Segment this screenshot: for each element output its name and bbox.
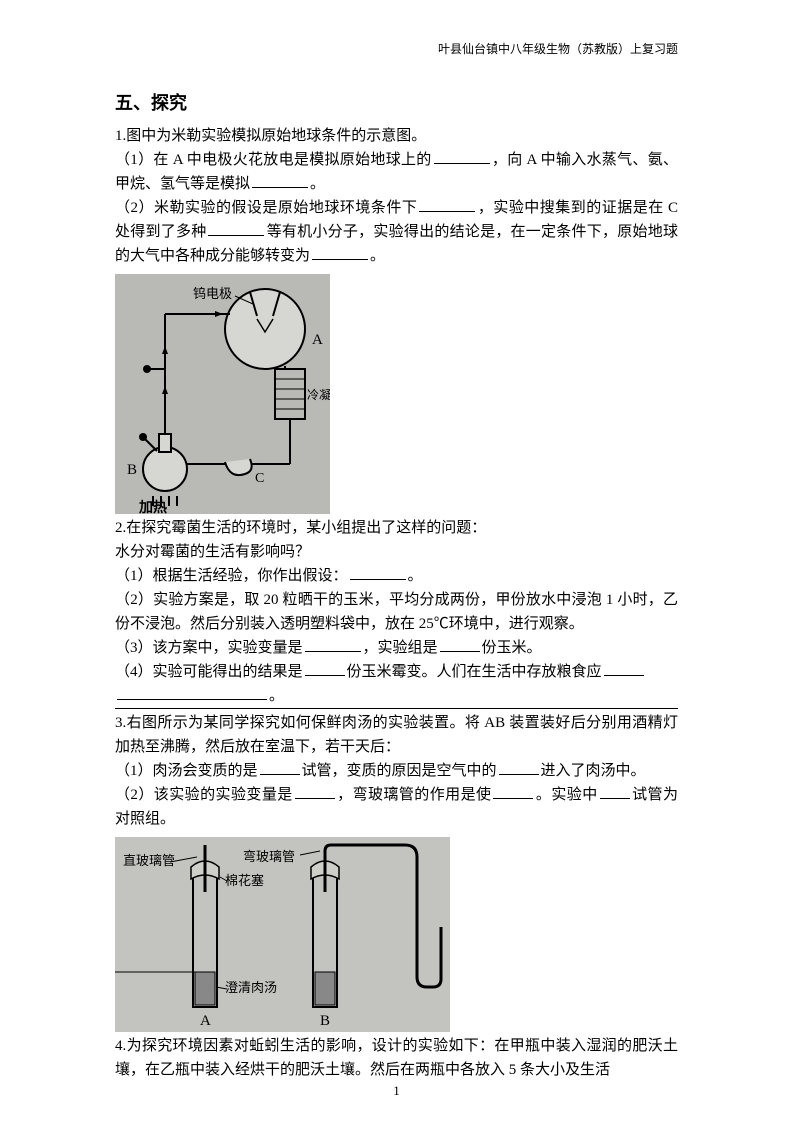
q1-part2: （2）米勒实验的假设是原始地球环境条件下，实验中搜集到的证据是在 C 处得到了多…: [115, 196, 678, 268]
q2-intro: 2.在探究霉菌生活的环境时，某小组提出了这样的问题：: [115, 516, 678, 540]
page-number: 1: [0, 1081, 793, 1102]
label-straight-tube: 直玻璃管: [123, 853, 175, 868]
blank: [604, 660, 644, 676]
label-A: A: [312, 332, 323, 348]
section-title: 五、探究: [115, 89, 678, 118]
blank: [208, 220, 264, 236]
q3-p1a: （1）肉汤会变质的是: [115, 763, 258, 779]
q3-p1b: 试管，变质的原因是空气中的: [302, 763, 497, 779]
label-tube-B: B: [320, 1013, 330, 1029]
q2-p4a: （4）实验可能得出的结果是: [115, 664, 303, 680]
q4-text: 4.为探究环境因素对蚯蚓生活的影响，设计的实验如下：在甲瓶中装入湿润的肥沃土壤，…: [115, 1034, 678, 1082]
q2-p4b: 份玉米霉变。人们在生活中存放粮食应: [347, 664, 602, 680]
q2-part1: （1）根据生活经验，你作出假设： 。: [115, 564, 678, 588]
q3-p1c: 进入了肉汤中。: [541, 763, 646, 779]
label-cotton: 棉花塞: [225, 873, 264, 888]
q1-intro: 1.图中为米勒实验模拟原始地球条件的示意图。: [115, 124, 678, 148]
blank: [305, 660, 345, 676]
label-C: C: [255, 471, 264, 486]
q3-part2: （2）该实验的实验变量是，弯玻璃管的作用是使。实验中试管为对照组。: [115, 783, 678, 831]
blank: [295, 783, 335, 799]
q2-question: 水分对霉菌的生活有影响吗？: [115, 540, 678, 564]
q1-p2a: （2）米勒实验的假设是原始地球环境条件下: [115, 200, 417, 216]
blank: [493, 783, 533, 799]
q2-p3a: （3）该方案中，实验变量是: [115, 640, 303, 656]
label-cooling: 冷凝: [307, 387, 330, 402]
q1-part1: （1）在 A 中电极火花放电是模拟原始地球上的，向 A 中输入水蒸气、氨、甲烷、…: [115, 148, 678, 196]
blank: [117, 684, 267, 700]
label-tube-A: A: [200, 1013, 211, 1029]
q2-p1b: 。: [408, 568, 423, 584]
blank: [419, 196, 475, 212]
q3-part1: （1）肉汤会变质的是 试管，变质的原因是空气中的 进入了肉汤中。: [115, 759, 678, 783]
q2-p1a: （1）根据生活经验，你作出假设：: [115, 568, 348, 584]
q2-p3c: 份玉米。: [482, 640, 542, 656]
blank: [350, 564, 406, 580]
blank: [499, 759, 539, 775]
page-header: 叶县仙台镇中八年级生物（苏教版）上复习题: [115, 40, 678, 59]
q1-p2d: 。: [370, 248, 385, 264]
q2-part4: （4）实验可能得出的结果是 份玉米霉变。人们在生活中存放粮食应: [115, 660, 678, 684]
q2-part4-cont: 。: [115, 684, 678, 708]
q1-p1a: （1）在 A 中电极火花放电是模拟原始地球上的: [115, 152, 432, 168]
q2-p3b: ，实验组是: [363, 640, 438, 656]
blank: [305, 636, 361, 652]
q3-intro: 3.右图所示为某同学探究如何保鲜肉汤的实验装置。将 AB 装置装好后分别用酒精灯…: [115, 708, 678, 759]
figure-broth: 直玻璃管 棉花塞 A 澄清肉汤 弯玻璃管 B: [115, 837, 678, 1032]
label-heat: 加热: [138, 499, 167, 514]
label-tungsten: 钨电极: [193, 286, 232, 301]
figure-miller: 钨电极 A 冷凝 C: [115, 274, 678, 514]
q3-p2a: （2）该实验的实验变量是: [115, 787, 293, 803]
q2-p4c: 。: [269, 688, 284, 704]
blank: [434, 148, 490, 164]
q2-part3: （3）该方案中，实验变量是 ，实验组是 份玉米。: [115, 636, 678, 660]
q3-p2b: ，弯玻璃管的作用是使: [337, 787, 492, 803]
blank: [600, 783, 630, 799]
q2-part2: （2）实验方案是，取 20 粒晒干的玉米，平均分成两份，甲份放水中浸泡 1 小时…: [115, 588, 678, 636]
blank: [252, 172, 308, 188]
label-broth: 澄清肉汤: [225, 980, 277, 995]
label-B: B: [127, 462, 137, 478]
q3-p2c: 。实验中: [535, 787, 597, 803]
label-bent-tube: 弯玻璃管: [243, 849, 295, 864]
blank: [260, 759, 300, 775]
blank: [440, 636, 480, 652]
q1-p1c: 。: [310, 176, 325, 192]
blank: [312, 244, 368, 260]
